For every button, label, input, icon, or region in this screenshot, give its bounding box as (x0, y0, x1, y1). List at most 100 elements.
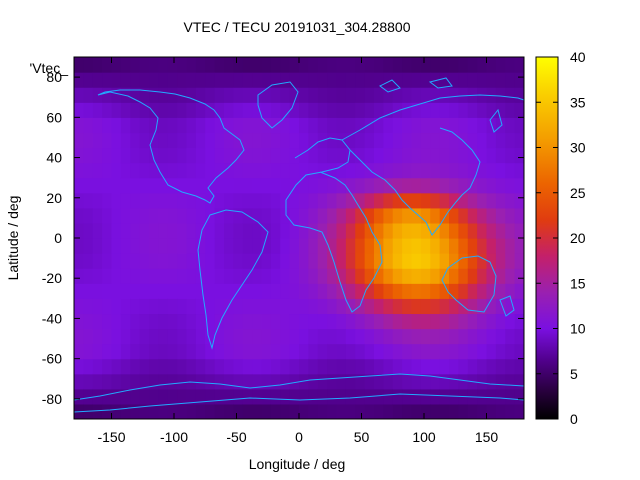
coastline-europe-africa (285, 137, 383, 313)
heatmap-cell (392, 328, 403, 345)
heatmap-cell (130, 328, 141, 345)
heatmap-cell (411, 57, 422, 73)
heatmap-cell (374, 403, 384, 419)
heatmap-cell (214, 343, 225, 360)
heatmap-cell (139, 343, 150, 360)
heatmap-cell (374, 192, 384, 209)
heatmap-cell (336, 373, 347, 390)
heatmap-cell (242, 72, 253, 88)
heatmap-cell (420, 87, 431, 103)
heatmap-cell (458, 192, 469, 209)
heatmap-cell (364, 268, 375, 284)
heatmap-cell (458, 253, 469, 269)
heatmap-cell (439, 72, 450, 88)
heatmap-cell (158, 238, 169, 254)
heatmap-cell (374, 177, 384, 194)
heatmap-cell (242, 328, 253, 345)
heatmap-cell (420, 358, 431, 375)
heatmap-cell (280, 207, 291, 224)
heatmap-cell (505, 343, 516, 360)
heatmap-cell (458, 403, 469, 419)
heatmap-cell (514, 403, 524, 419)
heatmap-cell (74, 72, 84, 88)
colorbar-ticks: 0 5 10 15 20 25 30 35 40 (536, 49, 586, 427)
heatmap-cell (177, 298, 188, 315)
heatmap-cell (458, 102, 469, 118)
heatmap-cell (120, 268, 131, 284)
heatmap-cell (392, 222, 403, 239)
heatmap-cell (308, 132, 319, 149)
heatmap-cell (449, 162, 459, 179)
heatmap-cell (449, 177, 459, 194)
heatmap-cell (130, 192, 141, 209)
x-tick-label: 100 (412, 429, 436, 445)
heatmap-cell (205, 313, 216, 330)
heatmap-cell (224, 373, 234, 390)
heatmap-cell (74, 147, 84, 164)
heatmap-cell (383, 298, 394, 315)
heatmap-cell (486, 298, 497, 315)
heatmap-cell (402, 147, 413, 164)
heatmap-cell (430, 403, 441, 419)
heatmap-cell (299, 343, 309, 360)
heatmap-cell (383, 117, 394, 134)
heatmap-cell (317, 373, 328, 390)
heatmap-cell (83, 328, 94, 345)
coastline-north-america (97, 89, 245, 204)
heatmap-cell (299, 102, 309, 118)
heatmap-cell (467, 177, 478, 194)
heatmap-cell (130, 358, 141, 375)
heatmap-cell (252, 72, 263, 88)
heatmap-cell (486, 147, 497, 164)
heatmap-cell (252, 207, 263, 224)
heatmap-cell (364, 253, 375, 269)
heatmap-cell (270, 57, 281, 73)
heatmap-cell (383, 87, 394, 103)
heatmap-cell (111, 222, 122, 239)
heatmap-cell (83, 57, 94, 73)
heatmap-cell (327, 313, 338, 330)
heatmap-cell (514, 177, 524, 194)
heatmap-cell (345, 388, 356, 405)
heatmap-cell (477, 253, 488, 269)
heatmap-cell (364, 147, 375, 164)
heatmap-cell (374, 238, 384, 254)
heatmap-cell (383, 373, 394, 390)
heatmap-cell (420, 222, 431, 239)
heatmap-cell (486, 388, 497, 405)
heatmap-cell (514, 87, 524, 103)
x-tick-label: 150 (475, 429, 499, 445)
heatmap-cell (420, 102, 431, 118)
heatmap-cell (430, 117, 441, 134)
heatmap-cell (467, 102, 478, 118)
heatmap-cell (402, 388, 413, 405)
heatmap-cell (261, 283, 272, 299)
heatmap-cell (355, 358, 366, 375)
heatmap-cell (120, 72, 131, 88)
heatmap-cell (242, 132, 253, 149)
heatmap-cell (252, 177, 263, 194)
heatmap-cell (355, 57, 366, 73)
heatmap-cell (74, 283, 84, 299)
heatmap-cell (167, 268, 178, 284)
heatmap-cell (261, 177, 272, 194)
heatmap-cell (327, 72, 338, 88)
heatmap-cell (495, 162, 506, 179)
heatmap-cell (83, 283, 94, 299)
heatmap-cell (289, 162, 300, 179)
heatmap-cell (261, 207, 272, 224)
heatmap-cell (411, 117, 422, 134)
heatmap-cell (205, 207, 216, 224)
heatmap-cell (195, 117, 206, 134)
heatmap-cell (308, 313, 319, 330)
heatmap-cell (252, 373, 263, 390)
heatmap-cell (205, 117, 216, 134)
heatmap-cell (477, 117, 488, 134)
heatmap-cell (299, 238, 309, 254)
heatmap-cell (195, 222, 206, 239)
heatmap-cell (139, 358, 150, 375)
x-axis: -150 -100 -50 0 50 100 150 (97, 57, 498, 445)
colorbar-tick-label: 15 (570, 275, 586, 291)
heatmap-cell (345, 268, 356, 284)
heatmap-cell (317, 72, 328, 88)
